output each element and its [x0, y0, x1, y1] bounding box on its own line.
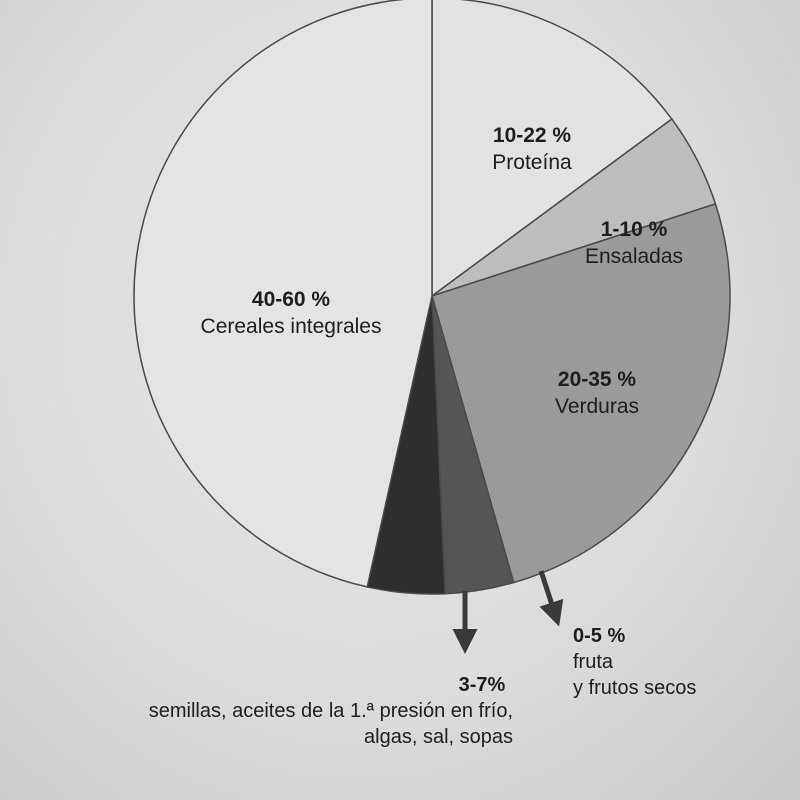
slice-label-cereales: 40-60 % Cereales integrales — [201, 288, 382, 338]
slice-percent-cereales: 40-60 % — [252, 288, 331, 311]
slice-percent-ensaladas: 1-10 % — [601, 218, 668, 241]
pie-slice-verduras — [431, 202, 731, 584]
callout-text-fruta-0: fruta — [573, 651, 614, 673]
slice-label-proteina: 10-22 % Proteína — [492, 124, 572, 174]
callout-text-semillas-0: semillas, aceites de la 1.ª presión en f… — [149, 700, 513, 722]
slice-name-proteina: Proteína — [492, 151, 572, 174]
callout-text-fruta-1: y frutos secos — [573, 677, 696, 699]
slice-percent-verduras: 20-35 % — [558, 368, 637, 391]
slice-name-ensaladas: Ensaladas — [585, 245, 683, 268]
slice-percent-proteina: 10-22 % — [493, 124, 572, 147]
slice-label-ensaladas: 1-10 % Ensaladas — [585, 218, 683, 268]
callout-semillas: 3-7% semillas, aceites de la 1.ª presión … — [149, 591, 513, 748]
pie-slice-proteina — [431, 0, 673, 298]
callout-text-semillas-1: algas, sal, sopas — [364, 726, 513, 748]
callout-arrow-fruta — [538, 570, 564, 627]
slice-label-verduras: 20-35 % Verduras — [555, 368, 639, 418]
callout-percent-fruta: 0-5 % — [573, 625, 625, 647]
slice-name-verduras: Verduras — [555, 395, 639, 418]
slice-name-cereales: Cereales integrales — [201, 315, 382, 338]
callout-fruta: 0-5 % fruta y frutos secos — [538, 570, 696, 699]
callout-percent-semillas: 3-7% — [459, 674, 506, 696]
pie-slice-cereales — [133, 0, 433, 588]
